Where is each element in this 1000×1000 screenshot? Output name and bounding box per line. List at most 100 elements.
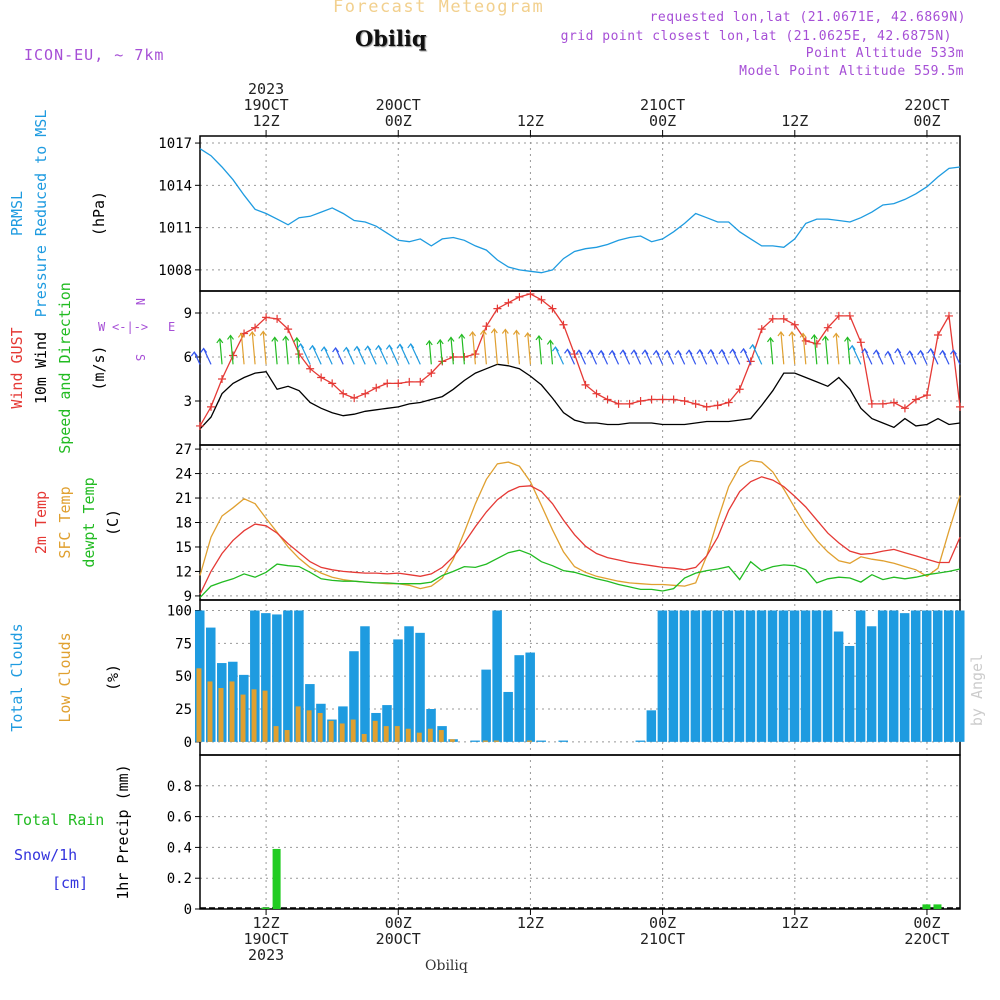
wind-gust-line <box>199 293 961 427</box>
y-tick-label: 75 <box>175 636 192 652</box>
total-cloud-bar <box>635 740 646 742</box>
total-cloud-bar <box>558 740 568 742</box>
wind-arrow <box>515 330 521 365</box>
total-cloud-bar <box>756 610 767 742</box>
time-label-top: 21OCT <box>640 96 685 114</box>
wind-arrow-head <box>641 349 649 355</box>
y-tick-label: 12 <box>175 564 192 580</box>
time-label-top: 12Z <box>517 112 544 130</box>
low-cloud-bar <box>284 730 290 742</box>
low-cloud-bar <box>229 681 235 742</box>
point-altitude: Point Altitude 533m <box>805 46 964 61</box>
gust-marker <box>735 385 744 394</box>
gust-marker <box>856 338 865 347</box>
total-cloud-bar <box>701 610 712 742</box>
low-cloud-bar <box>449 739 455 742</box>
gust-marker <box>636 397 645 405</box>
rain-legend-label: Total Rain <box>14 811 104 829</box>
time-label-top: 22OCT <box>904 96 949 114</box>
y-tick-label: 0 <box>184 902 192 918</box>
wind-arrow-head <box>917 349 925 356</box>
wind-arrow-head <box>707 348 715 355</box>
low-cloud-bar <box>306 710 312 742</box>
gust-marker <box>218 375 227 383</box>
compass-s: S <box>133 354 147 361</box>
sfc-temp-line <box>199 459 961 590</box>
wind-arrow-head <box>844 336 851 342</box>
gust-marker <box>922 391 931 400</box>
gridpoint-coords: grid point closest lon,lat (21.0625E, 42… <box>560 29 952 44</box>
wind-arrow <box>335 347 344 365</box>
time-label-bottom: 00Z <box>649 914 676 932</box>
wind-arrow <box>493 328 498 365</box>
low-cloud-bar <box>218 688 224 742</box>
total-cloud-bar <box>261 613 271 742</box>
wind-arrow-head <box>237 332 245 338</box>
low-cloud-bar <box>405 728 411 742</box>
low-cloud-bar <box>295 706 301 742</box>
low-cloud-bar <box>251 689 257 742</box>
model-label: ICON-EU, ~ 7km <box>24 46 165 64</box>
y-tick-label: 1014 <box>158 178 192 194</box>
axis-label-clouds: (%) <box>104 664 122 691</box>
time-label-top: 00Z <box>385 112 412 130</box>
time-label-bottom: 21OCT <box>640 930 685 948</box>
gust-marker <box>614 399 623 408</box>
wind-speed-line <box>199 363 961 430</box>
wind-arrow <box>229 335 234 365</box>
axis-label-temp: SFC Temp <box>56 486 74 558</box>
total-cloud-bar <box>822 610 833 742</box>
wind-arrow-head <box>458 333 466 339</box>
pressure-line <box>199 148 961 274</box>
wind-arrow-head <box>353 345 361 352</box>
gust-marker <box>581 380 590 389</box>
axis-label-pressure: Pressure Reduced to MSL <box>32 110 50 318</box>
wind-arrow <box>851 345 862 365</box>
low-cloud-bar <box>438 730 444 742</box>
wind-arrow-head <box>696 348 704 355</box>
wind-arrow <box>554 346 565 365</box>
total-cloud-bar <box>679 610 690 742</box>
gust-marker <box>416 377 425 386</box>
total-cloud-bar <box>360 626 370 742</box>
low-cloud-bar <box>317 712 323 742</box>
gust-marker <box>328 379 337 388</box>
wind-arrow-head <box>293 336 301 343</box>
gust-marker <box>757 325 766 334</box>
gust-marker <box>801 336 810 345</box>
y-tick-label: 0.8 <box>167 779 192 795</box>
wind-arrow <box>388 345 399 365</box>
total-cloud-bar <box>283 610 293 742</box>
gust-marker <box>713 401 722 410</box>
time-label-top: 00Z <box>913 112 940 130</box>
total-cloud-bar <box>800 610 811 742</box>
gust-marker <box>372 383 381 392</box>
wind-arrow-head <box>788 330 796 337</box>
wind-arrow <box>461 334 465 365</box>
y-tick-label: 1017 <box>158 136 192 152</box>
axis-label-wind: Speed and Direction <box>56 282 74 454</box>
total-cloud-bar <box>844 645 855 742</box>
gust-marker <box>427 369 436 378</box>
wind-arrow <box>504 329 510 365</box>
y-tick-label: 27 <box>175 442 192 458</box>
total-cloud-bar <box>492 610 502 742</box>
time-label-bottom: 2023 <box>248 946 284 964</box>
gust-marker <box>570 350 579 359</box>
y-tick-label: 0.4 <box>167 840 192 856</box>
wind-arrow <box>378 345 388 365</box>
gust-marker <box>647 395 656 404</box>
wind-arrow <box>835 333 840 365</box>
wind-arrow-head <box>259 330 267 336</box>
total-cloud-bar <box>349 651 359 742</box>
wind-arrow-head <box>608 349 616 356</box>
wind-arrow <box>240 333 245 365</box>
gust-marker <box>493 304 502 313</box>
total-cloud-bar <box>415 632 425 742</box>
low-cloud-bar <box>482 740 488 742</box>
wind-arrow-head <box>551 346 559 352</box>
wind-arrow <box>345 347 355 365</box>
axis-label-wind: 10m Wind <box>32 332 50 404</box>
gust-marker <box>504 298 513 307</box>
wind-arrow-head <box>810 333 818 340</box>
